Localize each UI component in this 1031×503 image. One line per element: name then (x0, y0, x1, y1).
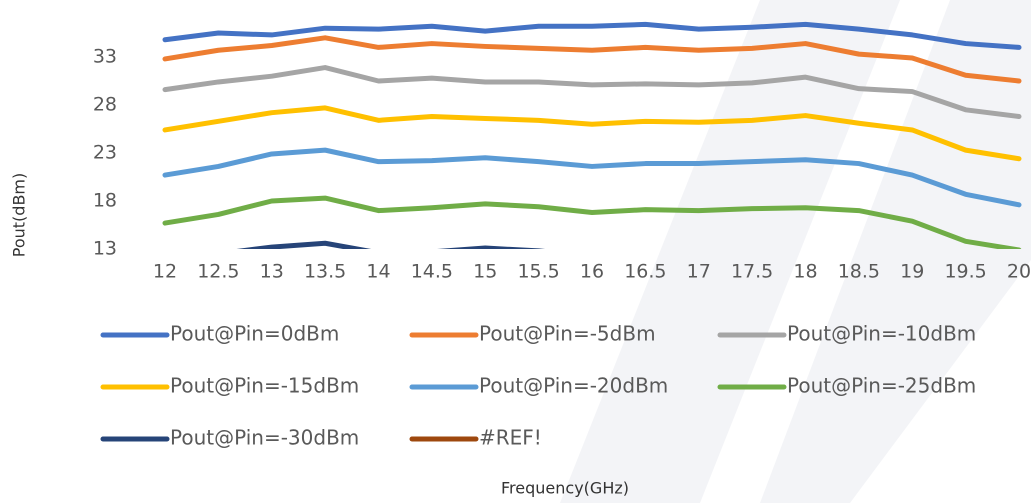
x-tick-label: 17 (687, 261, 711, 283)
legend-label: Pout@Pin=-20dBm (479, 374, 668, 398)
legend-label: Pout@Pin=-5dBm (479, 322, 656, 346)
series-line (162, 195, 1022, 249)
x-axis-label: Frequency(GHz) (501, 479, 629, 498)
x-tick-label: 19 (900, 261, 924, 283)
y-tick-label: 18 (93, 190, 117, 212)
x-tick-label: 20 (1007, 261, 1031, 283)
series-line (162, 21, 1022, 50)
legend-label: Pout@Pin=0dBm (170, 322, 339, 346)
series-line (162, 65, 1022, 120)
x-tick-label: 12 (153, 261, 177, 283)
x-tick-label: 18.5 (838, 261, 880, 283)
x-tick-label: 12.5 (197, 261, 239, 283)
legend-label: Pout@Pin=-10dBm (787, 322, 976, 346)
x-tick-label: 15.5 (517, 261, 559, 283)
x-tick-label: 13.5 (304, 261, 346, 283)
x-tick-label: 16.5 (624, 261, 666, 283)
background-decor (560, 0, 1031, 503)
y-tick-label: 13 (93, 238, 117, 260)
series-line (162, 147, 1022, 208)
x-tick-label: 17.5 (731, 261, 773, 283)
x-tick-label: 16 (580, 261, 604, 283)
legend-label: Pout@Pin=-30dBm (170, 426, 359, 450)
x-tick-label: 13 (260, 261, 284, 283)
plot-area (162, 21, 1022, 249)
y-axis-label: Pout(dBm) (10, 173, 29, 257)
series-line (162, 35, 1022, 84)
legend-label: Pout@Pin=-25dBm (787, 374, 976, 398)
x-tick-label: 14 (366, 261, 390, 283)
x-tick-label: 18 (793, 261, 817, 283)
x-tick-label: 15 (473, 261, 497, 283)
y-tick-label: 28 (93, 94, 117, 116)
y-tick-label: 33 (93, 46, 117, 68)
y-tick-label: 23 (93, 142, 117, 164)
x-tick-label: 19.5 (944, 261, 986, 283)
series-line (236, 240, 546, 249)
legend-label: Pout@Pin=-15dBm (170, 374, 359, 398)
legend-label: #REF! (479, 426, 542, 450)
series-line (162, 105, 1022, 162)
x-tick-label: 14.5 (411, 261, 453, 283)
